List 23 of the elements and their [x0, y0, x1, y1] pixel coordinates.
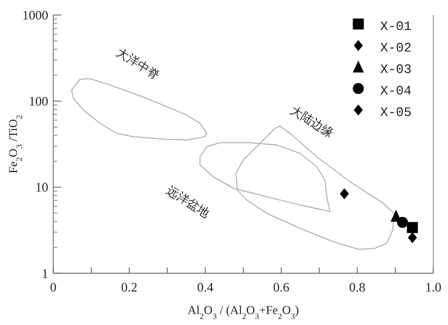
point	[397, 216, 408, 228]
legend-label: X-04	[380, 84, 412, 98]
x-tick-label: 0	[50, 279, 57, 294]
legend-label: X-02	[380, 40, 412, 56]
y-tick-label: 1	[42, 266, 48, 281]
annotation: 大陆边缘	[288, 102, 336, 140]
y-tick-label: 100	[28, 94, 48, 109]
point	[408, 232, 417, 244]
y-tick-label: 1000	[22, 8, 48, 22]
point	[406, 222, 418, 234]
point	[340, 188, 349, 200]
x-tick-label: 0.4	[197, 279, 214, 294]
x-tick-label: 1.0	[425, 279, 442, 294]
x-tick-label: 0.8	[349, 279, 366, 294]
x-tick-label: 0.6	[273, 279, 290, 294]
text: Al$_{2}$O$_{3}$ / (Al$_{2}$O$_{3}$+Fe$_{2}$O$_{3}$)	[188, 303, 299, 320]
annotation: 大洋中脊	[114, 44, 162, 82]
legend-label: X-05	[380, 105, 412, 120]
legend-label: X-01	[380, 19, 412, 34]
annotation: 远洋盆地	[164, 182, 212, 220]
x-tick-label: 0.2	[121, 279, 138, 294]
y-tick-label: 10	[35, 180, 48, 195]
legend-label: X-03	[380, 62, 412, 77]
